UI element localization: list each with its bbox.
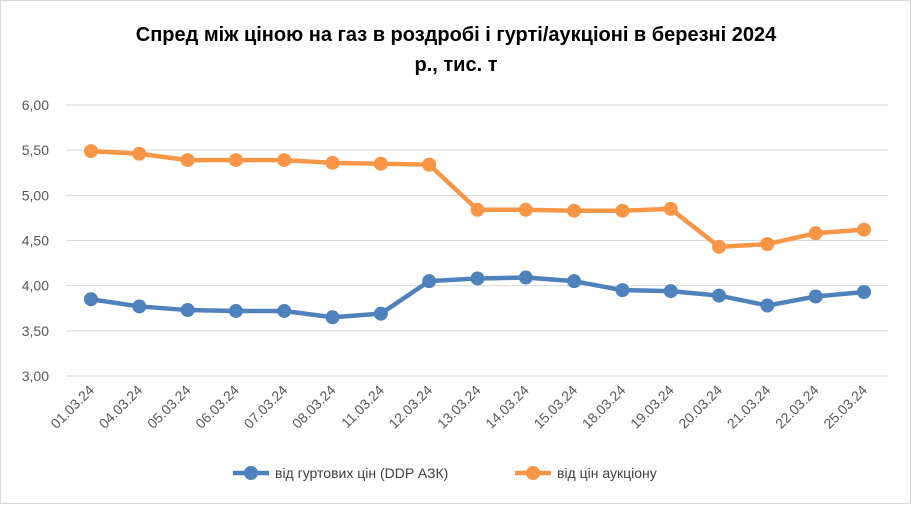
- x-tick-label: 01.03.24: [47, 382, 97, 432]
- x-tick-label: 07.03.24: [241, 382, 291, 432]
- chart-title-line-2: р., тис. т: [414, 54, 497, 76]
- legend-marker: [244, 466, 258, 480]
- data-point: [808, 289, 823, 304]
- data-point: [518, 270, 533, 285]
- y-tick-label: 3,00: [22, 368, 49, 384]
- data-point: [373, 156, 388, 171]
- x-tick-label: 14.03.24: [482, 382, 532, 432]
- data-point: [84, 144, 98, 159]
- y-tick-label: 5,00: [22, 187, 49, 203]
- y-tick-label: 3,50: [22, 323, 49, 339]
- data-point: [470, 271, 485, 286]
- legend-label: від цін аукціону: [557, 465, 657, 481]
- data-point: [712, 288, 727, 303]
- legend-label: від гуртових цін (DDP АЗК): [275, 465, 448, 481]
- data-point: [277, 303, 292, 318]
- x-tick-label: 05.03.24: [144, 382, 194, 432]
- x-tick-label: 22.03.24: [772, 382, 822, 432]
- data-point: [180, 153, 195, 168]
- data-point: [712, 239, 727, 254]
- data-point: [132, 146, 147, 161]
- x-tick-label: 18.03.24: [579, 382, 629, 432]
- data-point: [567, 274, 582, 289]
- data-point: [760, 237, 775, 252]
- x-tick-label: 19.03.24: [627, 382, 677, 432]
- data-point: [808, 226, 823, 241]
- x-tick-label: 15.03.24: [530, 382, 580, 432]
- series-line: [90, 148, 865, 250]
- data-point: [325, 310, 340, 325]
- data-point: [760, 298, 775, 313]
- x-tick-label: 13.03.24: [434, 382, 484, 432]
- x-tick-label: 12.03.24: [385, 382, 435, 432]
- data-point: [422, 157, 437, 172]
- data-point: [518, 202, 533, 217]
- x-tick-label: 21.03.24: [724, 382, 774, 432]
- data-point: [373, 306, 388, 321]
- x-tick-label: 11.03.24: [338, 382, 387, 431]
- chart-title-line-1: Спред між ціною на газ в роздробі і гурт…: [136, 24, 777, 46]
- data-point: [422, 274, 437, 289]
- data-point: [132, 299, 147, 314]
- data-point: [857, 284, 871, 299]
- data-point: [470, 202, 485, 217]
- data-point: [615, 203, 630, 218]
- data-point: [180, 303, 195, 318]
- data-point: [84, 292, 98, 307]
- y-tick-label: 5,50: [22, 142, 49, 158]
- data-point: [663, 201, 678, 216]
- x-tick-label: 06.03.24: [192, 382, 242, 432]
- data-point: [228, 303, 243, 318]
- x-tick-label: 08.03.24: [289, 382, 339, 432]
- data-point: [663, 284, 678, 299]
- data-point: [277, 153, 292, 168]
- legend-marker: [526, 466, 540, 480]
- data-point: [228, 153, 243, 168]
- y-tick-label: 4,00: [22, 278, 49, 294]
- data-point: [567, 203, 582, 218]
- x-tick-label: 20.03.24: [675, 382, 725, 432]
- y-tick-label: 6,00: [22, 97, 49, 113]
- data-point: [615, 283, 630, 298]
- data-point: [857, 222, 871, 237]
- data-point: [325, 155, 340, 170]
- x-tick-label: 04.03.24: [96, 382, 146, 432]
- x-tick-label: 25.03.24: [820, 382, 870, 432]
- y-tick-label: 4,50: [22, 233, 49, 249]
